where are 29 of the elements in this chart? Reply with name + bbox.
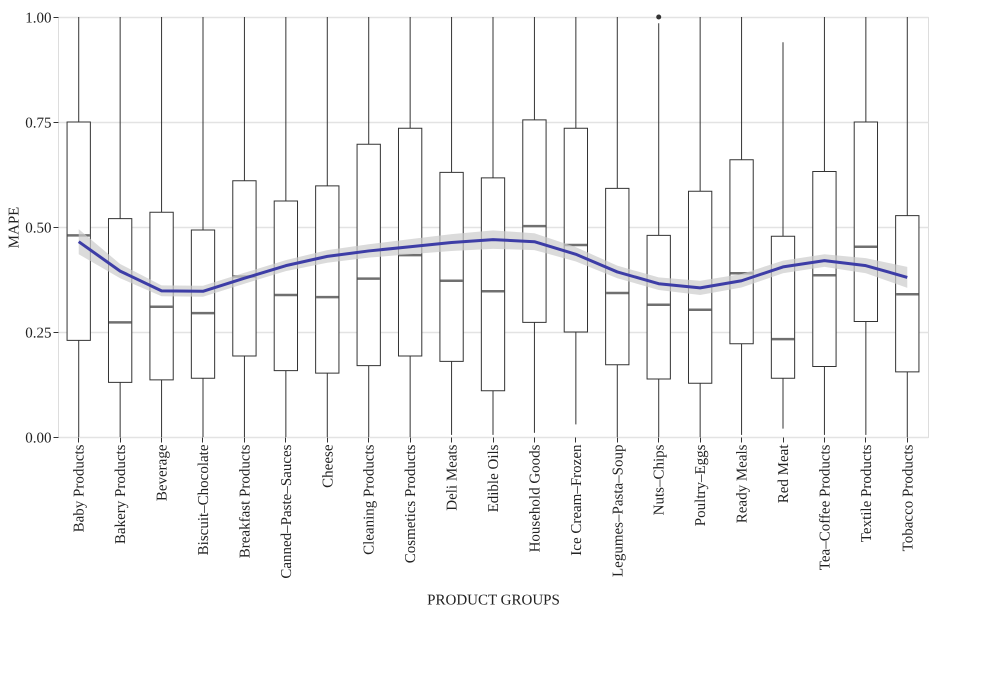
y-axis-title: MAPE (6, 206, 22, 248)
x-tick-label: Canned–Paste–Sauces (278, 444, 295, 579)
x-tick-label: Tobacco Products (900, 444, 916, 552)
x-tick-label: Nuts–Chips (652, 444, 668, 516)
x-tick-label: Beverage (154, 444, 171, 502)
x-tick-label: Breakfast Products (237, 444, 254, 558)
y-tick-label: 0.00 (25, 430, 52, 446)
x-tick-label: Ready Meals (734, 444, 751, 524)
x-tick-label: Ice Cream–Frozen (568, 444, 585, 556)
x-tick-label: Red Meat (776, 444, 792, 504)
x-axis-title: PRODUCT GROUPS (427, 592, 560, 609)
y-tick-label: 0.25 (25, 326, 52, 342)
x-tick-label: Baby Products (72, 444, 88, 532)
y-tick-label: 1.00 (25, 10, 52, 26)
x-tick-label: Biscuit–Chocolate (196, 444, 212, 556)
x-tick-label: Edible Oils (486, 444, 502, 512)
x-tick-label: Cheese (320, 444, 336, 488)
x-tick-label: Poultry–Eggs (693, 444, 710, 526)
y-tick-label: 0.75 (25, 116, 52, 132)
x-tick-label: Textile Products (858, 444, 875, 542)
y-tick-label: 0.50 (25, 220, 52, 236)
x-tick-label: Cosmetics Products (403, 444, 420, 564)
x-tick-label: Deli Meats (444, 444, 461, 511)
x-tick-label: Legumes–Pasta–Soup (610, 444, 626, 577)
line-series (77, 238, 909, 293)
x-tick-label: Cleaning Products (362, 444, 378, 555)
x-tick-label: Bakery Products (113, 444, 130, 544)
x-tick-label: Tea–Coffee Products (817, 444, 834, 570)
x-tick-label: Household Goods (527, 444, 544, 552)
